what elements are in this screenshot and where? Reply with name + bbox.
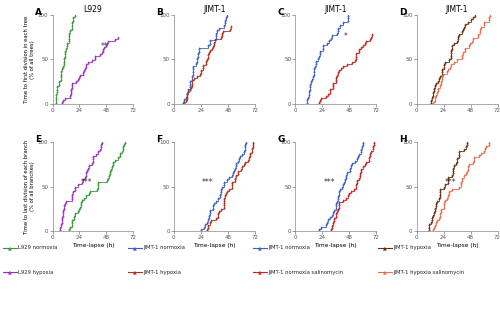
Text: ▲: ▲	[382, 245, 386, 250]
Text: JIMT-1 hypoxia salinomycin: JIMT-1 hypoxia salinomycin	[394, 270, 464, 275]
Text: JIMT-1 hypoxia: JIMT-1 hypoxia	[394, 245, 432, 250]
Y-axis label: Time to last division of each branch
(% of all branches): Time to last division of each branch (% …	[24, 139, 35, 234]
Text: ▲: ▲	[132, 270, 136, 275]
X-axis label: Time-lapse (h): Time-lapse (h)	[193, 243, 236, 248]
Text: H: H	[399, 134, 406, 144]
Y-axis label: Time to first division in each tree
(% of all trees): Time to first division in each tree (% o…	[24, 16, 35, 103]
Text: G: G	[278, 134, 285, 144]
Text: L929 normoxia: L929 normoxia	[18, 245, 58, 250]
Text: C: C	[278, 8, 284, 17]
Text: ▲: ▲	[8, 270, 12, 275]
Title: JIMT-1: JIMT-1	[324, 5, 347, 14]
Text: JIMT-1 normoxia: JIMT-1 normoxia	[268, 245, 310, 250]
Text: B: B	[156, 8, 163, 17]
Text: ▲: ▲	[8, 245, 12, 250]
Title: L929: L929	[84, 5, 102, 14]
Text: ▲: ▲	[258, 270, 262, 275]
Text: F: F	[156, 134, 162, 144]
X-axis label: Time-lapse (h): Time-lapse (h)	[436, 243, 478, 248]
Text: ▲: ▲	[132, 245, 136, 250]
Text: L929 hypoxia: L929 hypoxia	[18, 270, 54, 275]
Text: E: E	[34, 134, 41, 144]
Text: ***: ***	[445, 178, 456, 187]
Text: D: D	[399, 8, 406, 17]
Text: *: *	[344, 32, 348, 41]
Text: ▲: ▲	[258, 245, 262, 250]
Text: ***: ***	[202, 178, 214, 187]
X-axis label: Time-lapse (h): Time-lapse (h)	[72, 243, 114, 248]
Text: A: A	[34, 8, 42, 17]
Text: JIMT-1 normoxia salinomycin: JIMT-1 normoxia salinomycin	[268, 270, 344, 275]
Text: ***: ***	[324, 178, 335, 187]
Text: **: **	[101, 42, 109, 51]
Text: ▲: ▲	[382, 270, 386, 275]
X-axis label: Time-lapse (h): Time-lapse (h)	[314, 243, 357, 248]
Text: ***: ***	[81, 178, 92, 187]
Title: JIMT-1: JIMT-1	[446, 5, 468, 14]
Title: JIMT-1: JIMT-1	[203, 5, 226, 14]
Text: JIMT-1 normoxia: JIMT-1 normoxia	[144, 245, 186, 250]
Text: JIMT-1 hypoxia: JIMT-1 hypoxia	[144, 270, 182, 275]
